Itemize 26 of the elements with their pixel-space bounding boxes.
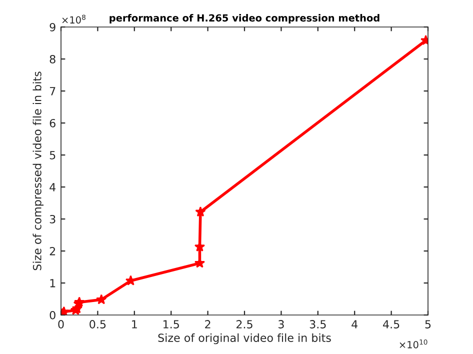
y-tick-label: 9 xyxy=(50,22,56,32)
x-tick-label: 4 xyxy=(352,320,358,328)
y-tick-label: 7 xyxy=(50,87,56,96)
x-axis-title: Size of original video file in bits xyxy=(158,333,331,344)
y-tick-label: 3 xyxy=(50,214,56,224)
y-tick-label: 5 xyxy=(50,151,56,160)
x-tick-label: 0.5 xyxy=(90,320,106,328)
x-tick-label: 4.5 xyxy=(383,320,400,328)
x-tick-label: 1 xyxy=(132,320,137,328)
y-tick-label: 2 xyxy=(50,246,56,256)
y-tick-label: 0 xyxy=(50,310,56,320)
y-tick-label: 1 xyxy=(50,279,56,288)
y-tick-label: 6 xyxy=(50,118,56,128)
x-tick-label: 3.5 xyxy=(310,320,326,328)
chart-title: performance of H.265 video compression method xyxy=(110,14,380,24)
x-tick-label: 2 xyxy=(205,320,210,328)
x-tick-label: 3 xyxy=(278,320,284,328)
y-tick-label: 8 xyxy=(50,54,56,64)
text: ×10$^{10}$ xyxy=(400,339,428,348)
x-tick-label: 0 xyxy=(58,320,64,328)
y-tick-label: 4 xyxy=(50,183,56,192)
x-tick-label: 5 xyxy=(425,320,431,328)
x-tick-label: 1.5 xyxy=(163,320,179,328)
text: ×10$^{8}$ xyxy=(62,14,86,24)
x-tick-label: 2.5 xyxy=(236,320,252,328)
y-axis-title: Size of compressed video file in bits xyxy=(32,72,44,270)
